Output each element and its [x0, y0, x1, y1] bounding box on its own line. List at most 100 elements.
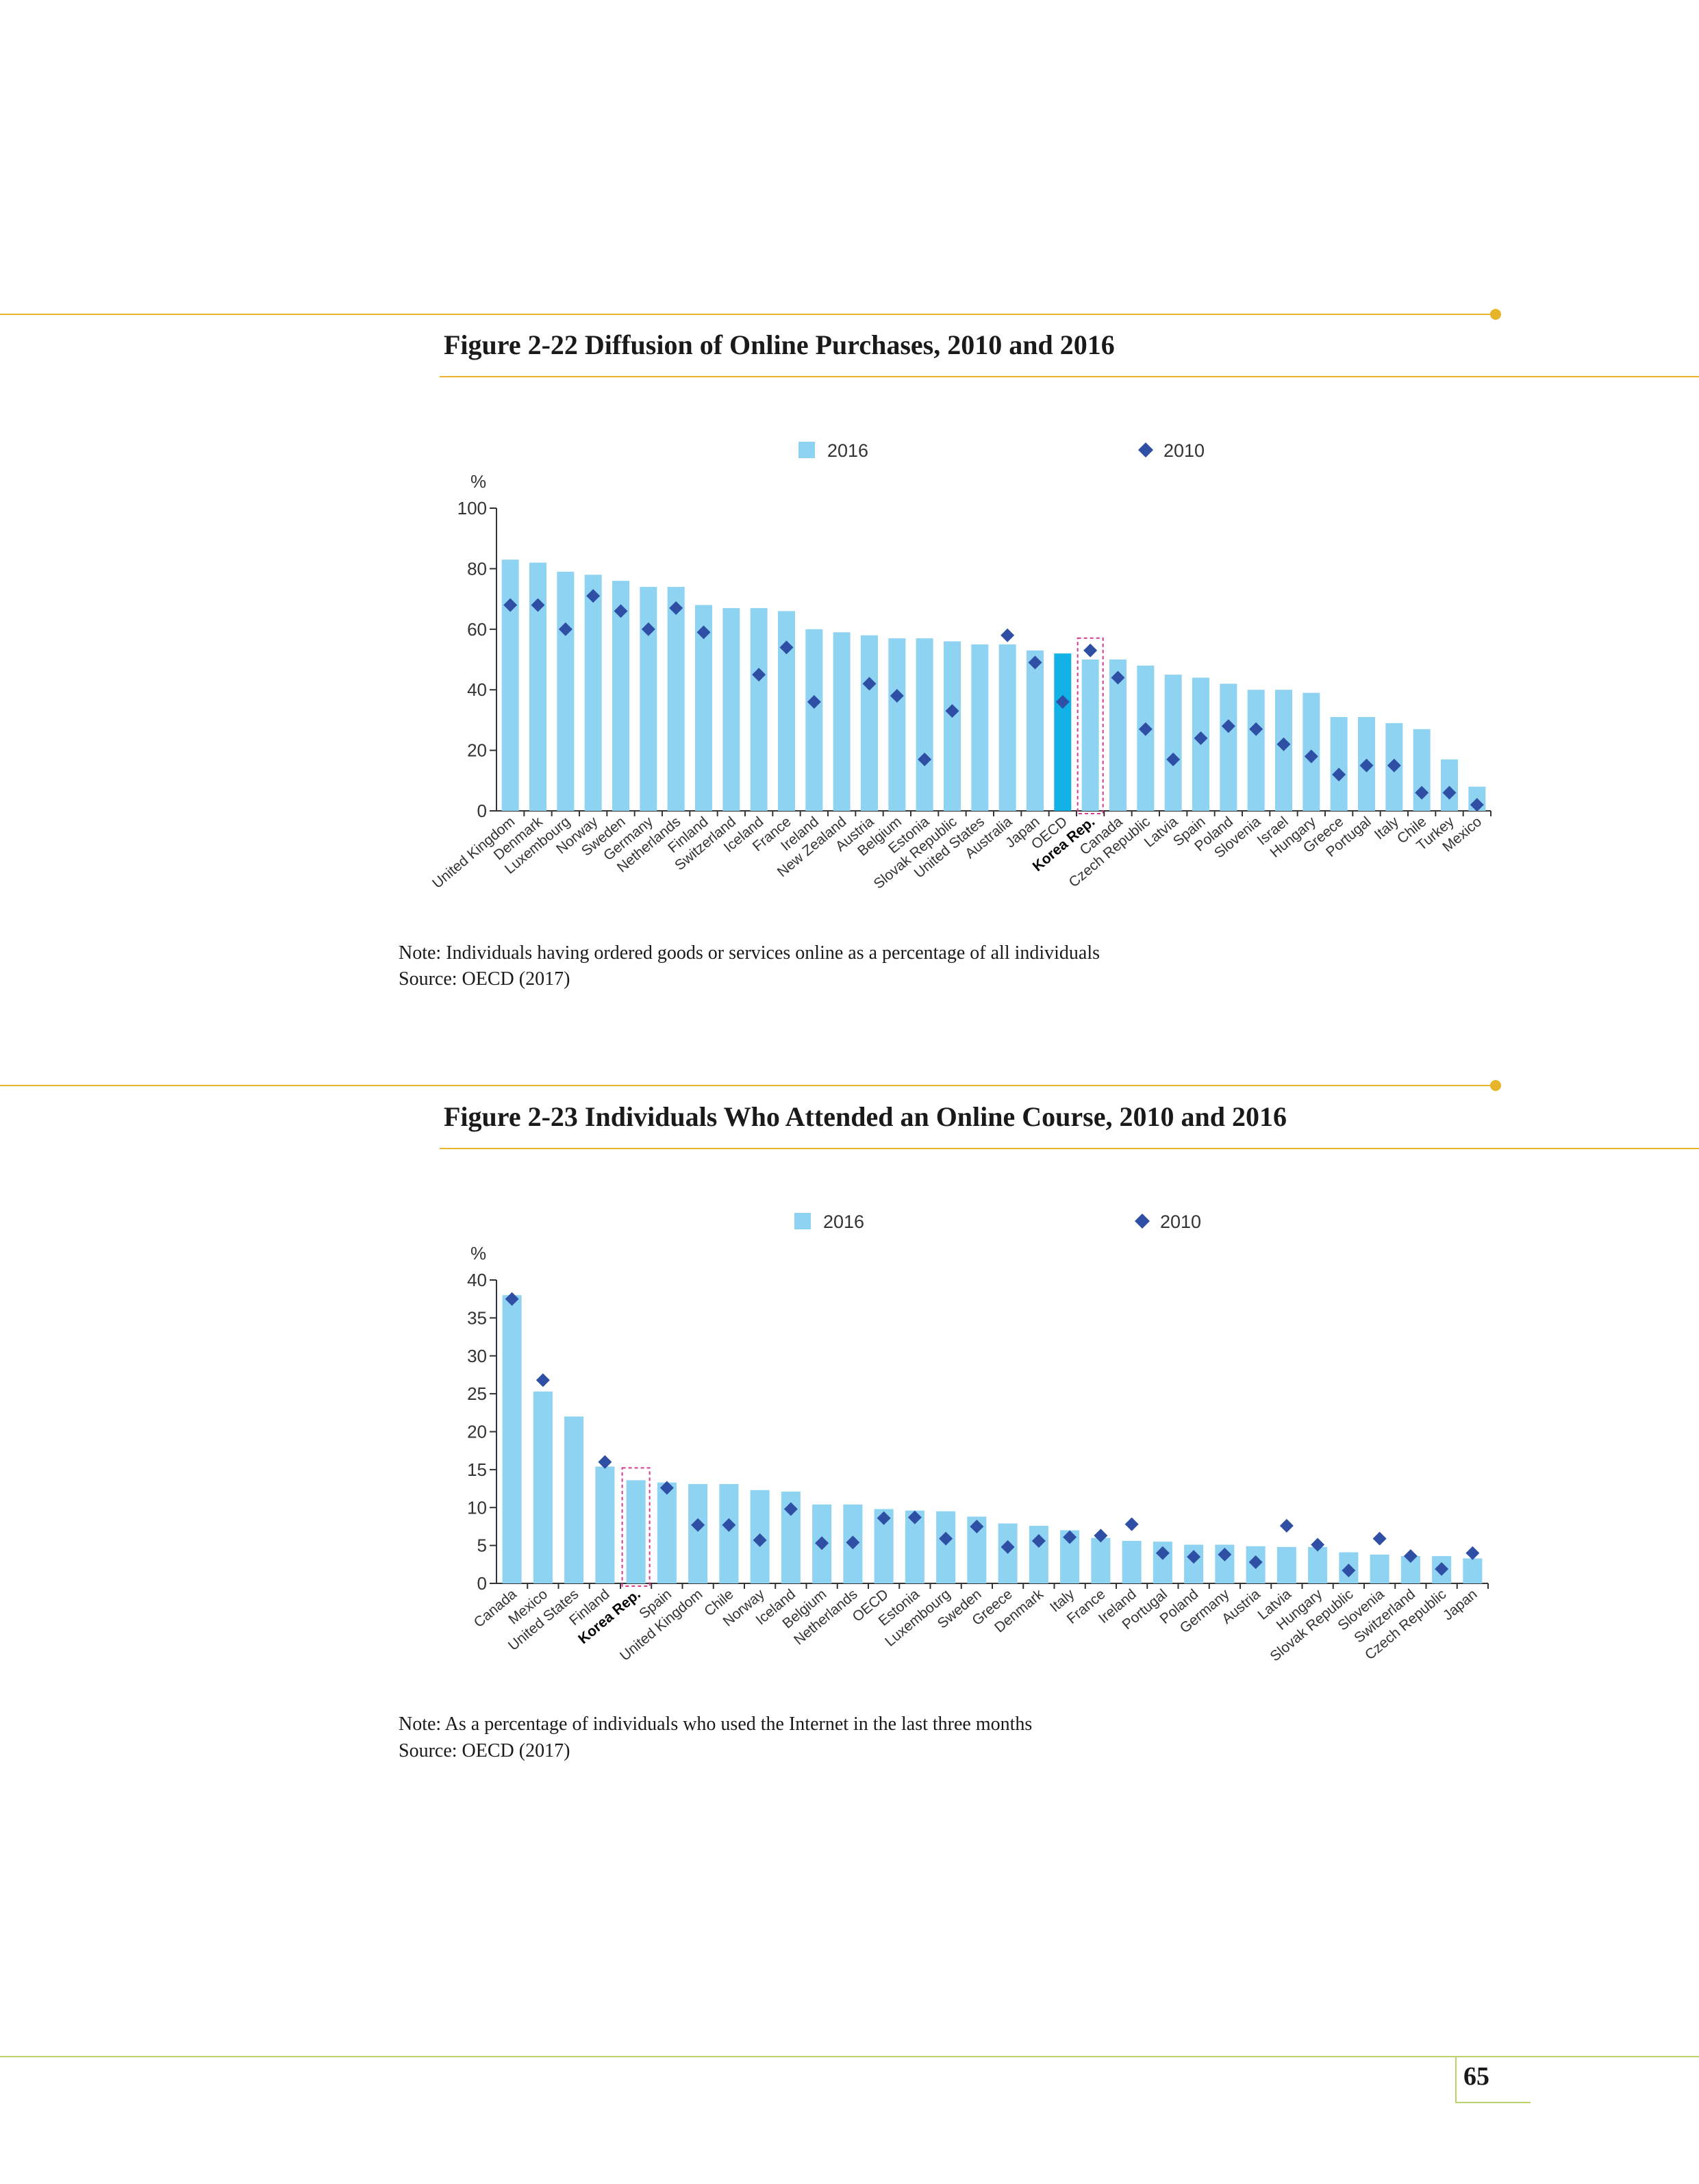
marker-2010: [1372, 1531, 1387, 1546]
bar-2016: [502, 1295, 522, 1583]
y-tick-label: 30: [467, 1346, 487, 1366]
marker-2010: [1166, 752, 1181, 766]
chart-note: Note: Individuals having ordered goods o…: [399, 942, 1100, 964]
y-tick-label: 0: [477, 801, 487, 821]
marker-2010: [586, 589, 601, 603]
bar-2016: [557, 571, 575, 811]
marker-2010: [1194, 731, 1208, 745]
marker-2010: [531, 598, 545, 612]
bar-2016: [595, 1466, 615, 1583]
marker-2010: [807, 694, 821, 709]
y-tick-label: 80: [467, 558, 487, 579]
marker-2010: [696, 625, 711, 640]
marker-2010: [1415, 786, 1429, 800]
bar-2016: [667, 586, 685, 811]
bar-2016: [805, 629, 823, 811]
marker-2010: [505, 1292, 519, 1306]
bar-2016: [971, 644, 989, 811]
bar-2016: [501, 560, 519, 811]
bar-2016: [916, 638, 933, 811]
marker-2010: [945, 704, 959, 718]
y-tick-label: 60: [467, 619, 487, 640]
marker-2010: [939, 1531, 953, 1546]
marker-2010: [1031, 1533, 1046, 1548]
marker-2010: [1279, 1518, 1294, 1533]
bar-2016: [1054, 653, 1072, 811]
marker-2010: [1435, 1561, 1449, 1576]
y-tick-label: 35: [467, 1307, 487, 1328]
marker-2010: [1332, 767, 1346, 781]
marker-2010: [1359, 758, 1374, 773]
chart-online-purchases: 2016 2010% 0 20 40 60 80 100 United Kingdom Denma…: [0, 411, 1699, 959]
chart-source: Source: OECD (2017): [399, 968, 570, 990]
bar-2016: [1440, 759, 1459, 811]
marker-2010: [614, 604, 628, 618]
bar-2016: [564, 1416, 584, 1583]
footer-rule: [0, 2056, 1699, 2057]
marker-2010: [1155, 1546, 1170, 1560]
top-rule-2: [0, 1085, 1494, 1086]
page-number-box: [1455, 2057, 1531, 2103]
marker-2010: [1218, 1547, 1232, 1561]
marker-2010: [722, 1518, 736, 1532]
bar-2016: [1091, 1537, 1111, 1583]
marker-2010: [598, 1455, 612, 1469]
bar-2016: [533, 1391, 553, 1583]
bar-2016: [750, 607, 768, 811]
bar-2016: [640, 586, 657, 811]
bar-2016: [943, 641, 961, 811]
y-tick-label: 20: [467, 740, 487, 761]
y-tick-label: 5: [477, 1535, 487, 1556]
marker-2010: [1276, 737, 1291, 751]
marker-2010: [1470, 798, 1484, 812]
legend-swatch-2016: [798, 442, 815, 458]
figure-title: Figure 2-22 Diffusion of Online Purchase…: [444, 329, 1115, 360]
y-tick-label: 100: [457, 498, 487, 518]
marker-2010: [1221, 719, 1235, 733]
bar-2016: [1308, 1546, 1328, 1583]
highlight-box: [621, 1467, 651, 1587]
bar-2016: [998, 644, 1016, 811]
y-tick-label: 0: [477, 1573, 487, 1594]
legend-label-2010: 2010: [1163, 440, 1205, 461]
marker-2010: [1248, 1555, 1263, 1569]
y-tick-label: 10: [467, 1497, 487, 1518]
marker-2010: [1403, 1549, 1418, 1564]
title-underline-1: [440, 376, 1699, 377]
bar-2016: [860, 635, 879, 811]
marker-2010: [1111, 670, 1125, 685]
marker-2010: [862, 677, 877, 691]
page-number: 65: [1463, 2062, 1489, 2091]
bar-2016: [1109, 660, 1127, 811]
rule-dot-2: [1490, 1080, 1501, 1091]
marker-2010: [1465, 1546, 1480, 1560]
bar-2016: [626, 1480, 646, 1583]
marker-2010: [1442, 786, 1457, 800]
marker-2010: [1387, 758, 1401, 773]
legend-marker-2010: [1138, 442, 1153, 457]
bar-2016: [694, 605, 713, 811]
bar-2016: [584, 575, 602, 811]
marker-2010: [1249, 722, 1263, 736]
marker-2010: [691, 1518, 705, 1532]
marker-2010: [783, 1502, 798, 1516]
top-rule-1: [0, 314, 1494, 315]
bar-2016: [1164, 675, 1182, 811]
y-axis-unit: %: [470, 471, 486, 492]
y-tick-label: 15: [467, 1459, 487, 1480]
bar-2016: [719, 1483, 739, 1583]
legend-marker-2010: [1135, 1214, 1150, 1229]
bar-2016: [1370, 1554, 1389, 1583]
bar-2016: [833, 632, 851, 811]
marker-2010: [1304, 749, 1318, 764]
marker-2010: [1124, 1517, 1139, 1531]
legend-label-2010: 2010: [1160, 1212, 1201, 1232]
bar-2016: [1122, 1540, 1142, 1583]
bar-2016: [1276, 1546, 1296, 1583]
y-tick-label: 20: [467, 1422, 487, 1442]
bar-2016: [1137, 665, 1155, 811]
marker-2010: [1083, 643, 1098, 657]
bar-2016: [722, 607, 740, 811]
marker-2010: [1055, 694, 1070, 709]
